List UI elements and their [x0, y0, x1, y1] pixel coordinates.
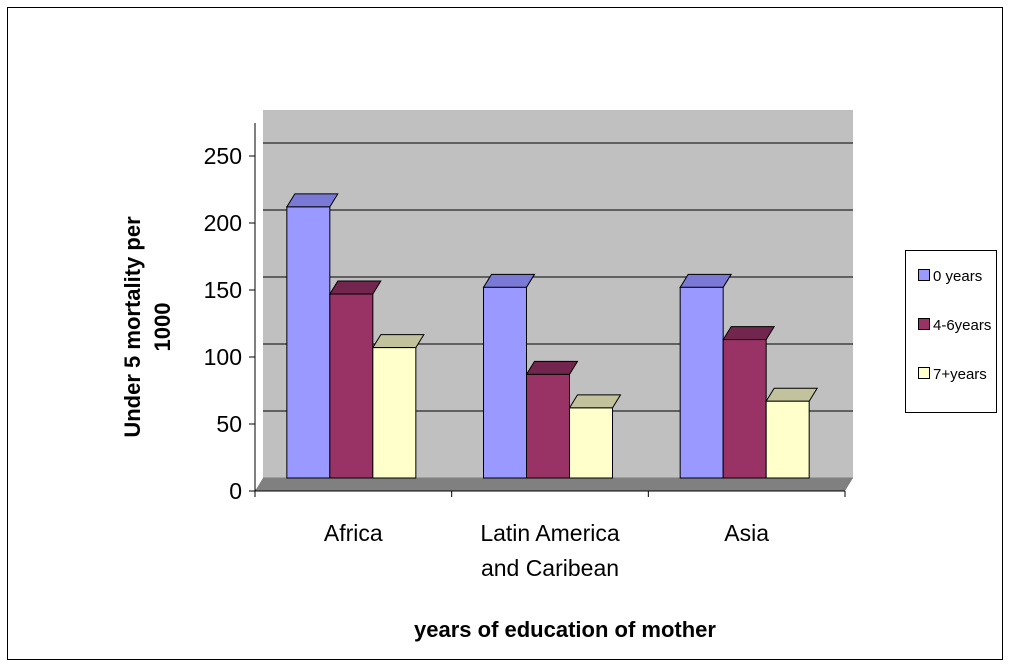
- bar: [722, 339, 767, 479]
- y-axis-title: Under 5 mortality per 1000: [120, 216, 175, 438]
- bar: [329, 293, 374, 479]
- bar-top: [679, 273, 733, 288]
- x-tick-label-line: Asia: [724, 520, 769, 546]
- bar-top: [328, 280, 382, 295]
- bar: [372, 347, 417, 479]
- x-axis-title: years of education of mother: [414, 617, 716, 642]
- y-tick-label: 0: [229, 478, 242, 504]
- y-tick-label: 200: [204, 210, 242, 236]
- bar-top: [722, 326, 776, 341]
- bar-top: [285, 193, 339, 208]
- y-axis-title-line: Under 5 mortality per: [120, 216, 145, 438]
- bar: [526, 373, 570, 479]
- legend-swatch: [918, 318, 930, 330]
- bar-top: [765, 387, 819, 402]
- legend-swatch: [918, 269, 930, 281]
- y-tick-label: 50: [216, 411, 242, 437]
- x-tick-label-line: and Caribean: [481, 555, 619, 581]
- chart-floor: [255, 478, 853, 491]
- bar: [679, 286, 724, 479]
- legend-swatch: [918, 367, 930, 379]
- y-tick-label: 100: [204, 344, 242, 370]
- plot-area: [255, 110, 853, 491]
- bar-top: [525, 360, 579, 375]
- labels: 0 50 100 150 200 250 Africa Latin America and Ca…: [204, 143, 770, 581]
- bar: [765, 400, 810, 479]
- x-tick-label: Africa: [324, 520, 383, 546]
- y-tick-label: 250: [204, 143, 242, 169]
- bar: [286, 206, 331, 479]
- bar-top: [482, 273, 536, 288]
- floor-front: [255, 489, 845, 491]
- x-tick-label-line: Latin America: [480, 520, 620, 546]
- axes: [249, 123, 846, 497]
- y-tick-label: 150: [204, 277, 242, 303]
- legend-label: 0 years: [933, 268, 982, 285]
- legend-label: 7+years: [933, 366, 987, 383]
- bar-top: [371, 334, 425, 349]
- bar: [569, 407, 613, 479]
- legend: 0 years 4-6years 7+years: [905, 250, 997, 413]
- bar-top: [568, 394, 622, 409]
- y-axis-title-line: 1000: [150, 303, 175, 352]
- x-tick-label: Asia: [724, 520, 769, 546]
- x-tick-label-line: Africa: [324, 520, 383, 546]
- legend-label: 4-6years: [933, 317, 991, 334]
- x-tick-label: Latin America and Caribean: [480, 520, 620, 581]
- bar: [483, 286, 527, 479]
